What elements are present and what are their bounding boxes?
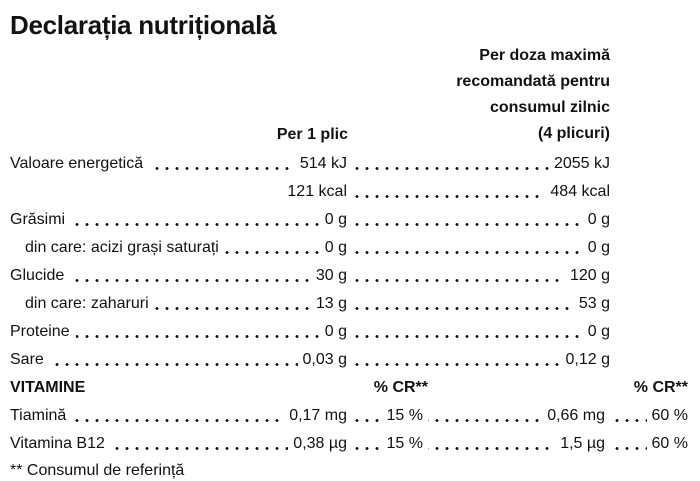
value-per-dose: 0 g (582, 206, 610, 234)
cr-percent-per-serving: 15 % (381, 430, 428, 458)
value-per-dose: 0,12 g (560, 346, 610, 374)
value-per-serving: 0,03 g (297, 346, 352, 374)
cr-percent-per-dose: 60 % (646, 402, 688, 430)
table-row-carbohydrate: Glucide 30 g 120 g (10, 262, 688, 290)
row-label: Valoare energetică (10, 150, 150, 178)
row-label: Proteine (10, 318, 76, 346)
row-label: Vitamina B12 (10, 430, 111, 458)
per-dose-header-line: recomandată pentru (456, 73, 610, 90)
value-per-serving: 0 g (319, 234, 352, 262)
amount-per-dose: 0,66 mg (542, 402, 610, 430)
cr-percent-per-dose: 60 % (646, 430, 688, 458)
row-spacer (610, 206, 688, 234)
amount-per-serving: 0,38 µg (288, 430, 352, 458)
value-per-dose: 120 g (564, 262, 610, 290)
row-spacer (610, 290, 688, 318)
value-per-dose: 0 g (582, 234, 610, 262)
row-spacer (610, 318, 688, 346)
table-row-protein: Proteine 0 g 0 g (10, 318, 688, 346)
value-per-serving: 0 g (319, 318, 352, 346)
table-row-vitamin-b12: Vitamina B12 0,38 µg 15 % 1,5 µg 60 % (10, 430, 688, 458)
per-dose-header-line: (4 plicuri) (537, 125, 610, 142)
table-row-saturated-fat: din care: acizi grași saturați 0 g 0 g (10, 234, 688, 262)
table-row-salt: Sare 0,03 g 0,12 g (10, 346, 688, 374)
vitamins-section-header: VITAMINE % CR** % CR** (10, 374, 688, 402)
amount-per-dose: 1,5 µg (555, 430, 610, 458)
table-row-fat: Grăsimi 0 g 0 g (10, 206, 688, 234)
per-dose-header-line: consumul zilnic (489, 99, 610, 116)
row-spacer (610, 150, 688, 178)
row-label (10, 178, 16, 206)
value-per-dose: 2055 kJ (548, 150, 610, 178)
value-per-dose: 484 kcal (545, 178, 610, 206)
value-per-serving: 121 kcal (282, 178, 352, 206)
row-label: Glucide (10, 262, 71, 290)
column-headers: Per 1 plic Per doza maximă recomandată p… (10, 43, 688, 148)
row-label: Tiamină (10, 402, 73, 430)
row-label: Grăsimi (10, 206, 72, 234)
row-label: din care: acizi grași saturați (10, 234, 225, 262)
row-spacer (610, 178, 688, 206)
amount-per-serving: 0,17 mg (284, 402, 352, 430)
reference-intake-footnote: ** Consumul de referință (10, 462, 185, 479)
table-row-energy-kcal: 121 kcal 484 kcal (10, 178, 688, 206)
value-per-dose: 0 g (582, 318, 610, 346)
cr-header-per-dose: % CR** (633, 379, 688, 396)
value-per-dose: 53 g (573, 290, 610, 318)
row-spacer (610, 234, 688, 262)
value-per-serving: 0 g (319, 206, 352, 234)
per-serving-column-header: Per 1 plic (276, 126, 348, 143)
row-label: Sare (10, 346, 50, 374)
row-spacer (610, 262, 688, 290)
per-dose-header-line: Per doza maximă (479, 47, 610, 64)
cr-header-per-serving: % CR** (373, 379, 428, 396)
table-row-energy-kj: Valoare energetică 514 kJ 2055 kJ (10, 150, 688, 178)
per-dose-column-header: Per doza maximă recomandată pentru consu… (352, 43, 610, 148)
table-row-thiamine: Tiamină 0,17 mg 15 % 0,66 mg 60 % (10, 402, 688, 430)
nutrition-table: Valoare energetică 514 kJ 2055 kJ 121 kca… (10, 150, 688, 458)
value-per-serving: 514 kJ (294, 150, 352, 178)
value-per-serving: 13 g (310, 290, 352, 318)
table-row-sugars: din care: zaharuri 13 g 53 g (10, 290, 688, 318)
row-label: din care: zaharuri (10, 290, 155, 318)
row-spacer (610, 346, 688, 374)
vitamins-label: VITAMINE (10, 379, 86, 396)
page-title: Declarația nutrițională (10, 10, 277, 40)
cr-percent-per-serving: 15 % (381, 402, 428, 430)
value-per-serving: 30 g (310, 262, 352, 290)
